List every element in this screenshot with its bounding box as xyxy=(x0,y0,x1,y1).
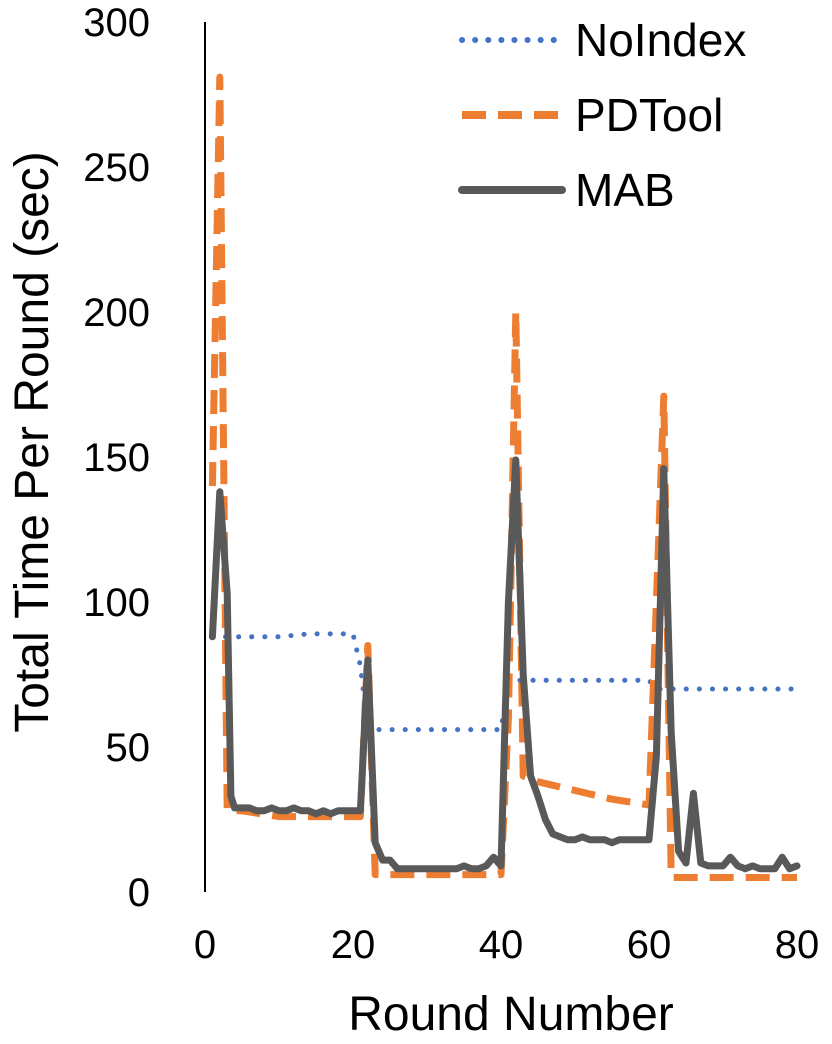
y-axis-title: Total Time Per Round (sec) xyxy=(6,151,59,733)
x-axis-title: Round Number xyxy=(348,988,674,1041)
x-tick-labels: 0 20 40 60 80 xyxy=(194,923,819,967)
y-tick-labels: 0 50 100 150 200 250 300 xyxy=(83,1,150,915)
legend-entry-noindex: NoIndex xyxy=(459,14,746,66)
y-tick-label: 200 xyxy=(83,291,150,335)
legend-label: MAB xyxy=(575,164,675,216)
legend-entry-mab: MAB xyxy=(458,164,675,216)
y-tick-label: 0 xyxy=(128,871,150,915)
series-line-mab xyxy=(208,456,801,873)
legend-label: PDTool xyxy=(575,89,723,141)
y-tick-label: 50 xyxy=(106,726,151,770)
x-tick-label: 80 xyxy=(775,923,820,967)
y-tick-label: 150 xyxy=(83,436,150,480)
y-tick-label: 100 xyxy=(83,581,150,625)
x-tick-label: 40 xyxy=(479,923,524,967)
y-tick-label: 300 xyxy=(83,1,150,45)
x-tick-label: 20 xyxy=(331,923,376,967)
x-tick-label: 60 xyxy=(627,923,672,967)
plot-lines xyxy=(208,73,801,881)
legend: NoIndex PDTool MAB xyxy=(458,14,746,216)
x-tick-label: 0 xyxy=(194,923,216,967)
legend-label: NoIndex xyxy=(575,14,746,66)
legend-entry-pdtool: PDTool xyxy=(462,89,723,141)
y-tick-label: 250 xyxy=(83,146,150,190)
